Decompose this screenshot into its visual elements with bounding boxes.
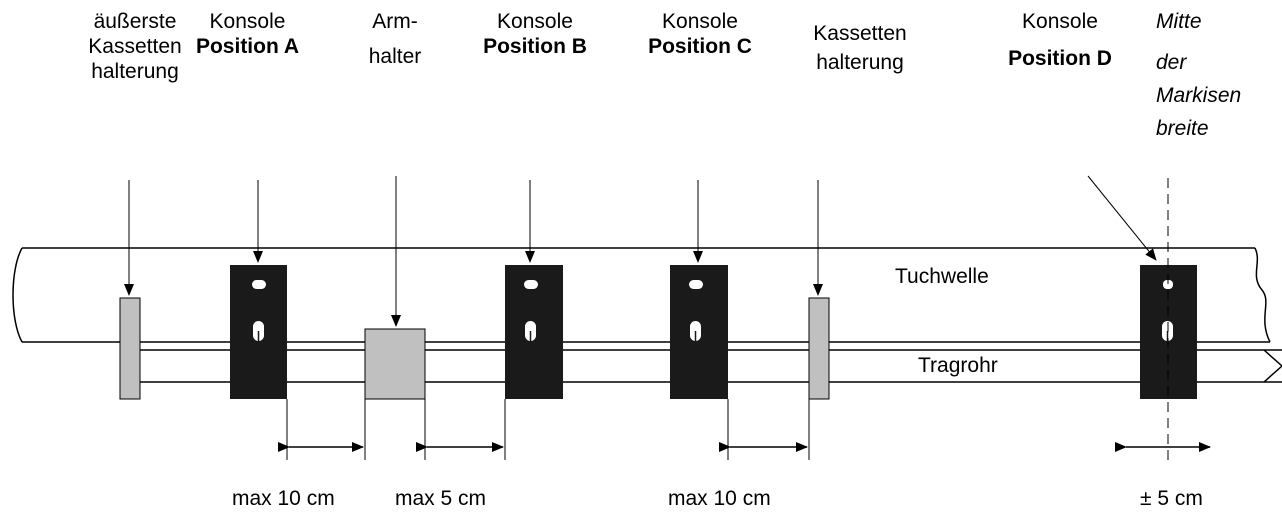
label-line-bold: Position D: [1008, 47, 1112, 70]
label-line: halter: [368, 45, 422, 68]
label-outer-cassette-holder: äußerste Kassetten halterung: [70, 9, 200, 84]
label-tuchwelle: Tuchwelle: [895, 265, 989, 288]
label-console-c: Konsole Position C: [630, 9, 770, 59]
label-line: halterung: [91, 60, 179, 83]
label-line-italic: Mitte: [1156, 10, 1202, 33]
label-arm-holder: Arm- halter: [355, 9, 435, 69]
label-line: Kassetten: [88, 35, 182, 58]
label-line: Arm-: [372, 10, 418, 33]
dimension-label-1: max 10 cm: [232, 487, 335, 510]
dimension-label-3: max 10 cm: [668, 487, 771, 510]
label-tragrohr: Tragrohr: [918, 354, 998, 377]
arm-holder-block: [364, 328, 426, 400]
pointer-arrows: [124, 175, 1157, 327]
label-line: Kassetten: [813, 22, 907, 45]
dimension-label-4: ± 5 cm: [1140, 487, 1203, 510]
label-line: Konsole: [1022, 10, 1098, 33]
cassette-holder: [808, 297, 830, 400]
label-line: Konsole: [497, 10, 573, 33]
label-line-italic: breite: [1156, 117, 1209, 140]
dimension-label-2: max 5 cm: [395, 487, 487, 510]
label-line-bold: Position B: [483, 35, 587, 58]
label-line: Konsole: [662, 10, 738, 33]
console-position-c: [670, 265, 728, 399]
tuchwelle-roller: [12, 247, 1271, 343]
label-center-width: Mitte der Markisen breite: [1156, 9, 1266, 145]
label-console-a: Konsole Position A: [180, 9, 315, 59]
label-console-d: Konsole Position D: [990, 9, 1130, 71]
label-line-italic: der: [1156, 51, 1187, 74]
label-line-italic: Markisen: [1156, 84, 1242, 107]
label-line: halterung: [816, 51, 904, 74]
label-line-bold: Position A: [195, 35, 300, 58]
label-line: äußerste: [93, 10, 177, 33]
console-position-a: [230, 265, 287, 399]
console-position-b: [505, 265, 563, 399]
label-line: Konsole: [209, 10, 286, 33]
dimension-extension-lines: [286, 399, 810, 460]
label-line-bold: Position C: [648, 35, 752, 58]
label-cassette-holder: Kassetten halterung: [800, 9, 920, 75]
label-console-b: Konsole Position B: [465, 9, 605, 59]
outer-cassette-holder: [119, 297, 141, 400]
